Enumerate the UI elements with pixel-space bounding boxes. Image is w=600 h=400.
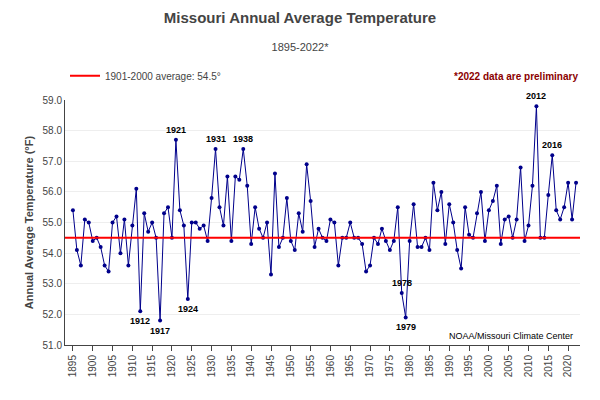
svg-text:1978: 1978	[392, 278, 412, 288]
svg-text:1979: 1979	[396, 322, 416, 332]
svg-text:1931: 1931	[206, 134, 226, 144]
svg-text:1925: 1925	[186, 355, 197, 378]
svg-text:1955: 1955	[305, 355, 316, 378]
svg-text:51.0: 51.0	[43, 340, 63, 351]
svg-text:1901-2000 average: 54.5°: 1901-2000 average: 54.5°	[105, 71, 221, 82]
svg-text:1895: 1895	[67, 355, 78, 378]
svg-text:2015: 2015	[543, 355, 554, 378]
svg-text:55.0: 55.0	[43, 217, 63, 228]
svg-text:57.0: 57.0	[43, 156, 63, 167]
svg-text:1910: 1910	[127, 355, 138, 378]
svg-text:1960: 1960	[325, 355, 336, 378]
svg-text:1938: 1938	[233, 134, 253, 144]
svg-text:1900: 1900	[87, 355, 98, 378]
svg-text:1930: 1930	[206, 355, 217, 378]
svg-text:56.0: 56.0	[43, 186, 63, 197]
svg-text:58.0: 58.0	[43, 125, 63, 136]
svg-text:1940: 1940	[245, 355, 256, 378]
svg-text:1980: 1980	[404, 355, 415, 378]
svg-text:54.0: 54.0	[43, 248, 63, 259]
svg-text:2016: 2016	[542, 140, 562, 150]
svg-text:1990: 1990	[444, 355, 455, 378]
svg-text:59.0: 59.0	[43, 95, 63, 106]
svg-text:1905: 1905	[107, 355, 118, 378]
svg-text:Missouri Annual Average Temper: Missouri Annual Average Temperature	[164, 9, 436, 26]
svg-text:2005: 2005	[503, 355, 514, 378]
svg-text:2010: 2010	[523, 355, 534, 378]
svg-text:1975: 1975	[384, 355, 395, 378]
svg-text:1895-2022*: 1895-2022*	[272, 41, 330, 53]
svg-text:1921: 1921	[166, 125, 186, 135]
svg-text:NOAA/Missouri Climate Center: NOAA/Missouri Climate Center	[449, 331, 573, 341]
svg-text:1985: 1985	[424, 355, 435, 378]
svg-text:1924: 1924	[178, 304, 198, 314]
svg-text:2020: 2020	[562, 355, 573, 378]
svg-text:1917: 1917	[150, 326, 170, 336]
svg-text:53.0: 53.0	[43, 278, 63, 289]
svg-text:2012: 2012	[526, 91, 546, 101]
svg-text:1950: 1950	[285, 355, 296, 378]
svg-text:*2022 data are preliminary: *2022 data are preliminary	[454, 71, 578, 82]
svg-text:1920: 1920	[166, 355, 177, 378]
svg-text:1970: 1970	[364, 355, 375, 378]
svg-text:52.0: 52.0	[43, 309, 63, 320]
svg-text:2000: 2000	[483, 355, 494, 378]
svg-text:1915: 1915	[146, 355, 157, 378]
svg-text:Annual Average Temperature (°F: Annual Average Temperature (°F)	[23, 136, 35, 310]
svg-text:1995: 1995	[463, 355, 474, 378]
svg-text:1912: 1912	[130, 316, 150, 326]
svg-text:1935: 1935	[226, 355, 237, 378]
svg-text:1965: 1965	[344, 355, 355, 378]
svg-text:1945: 1945	[265, 355, 276, 378]
